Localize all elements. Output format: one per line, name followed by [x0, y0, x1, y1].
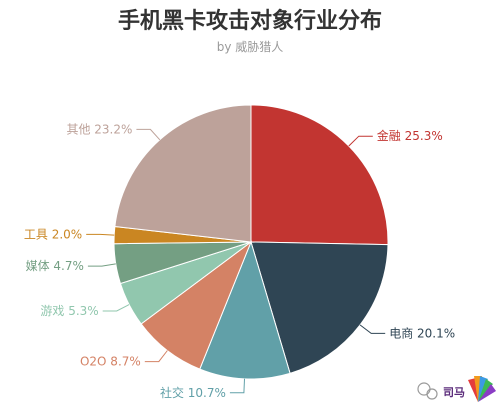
slice-label-社交: 社交 10.7%: [160, 385, 226, 400]
leader-line-游戏: [102, 304, 130, 312]
leader-line-社交: [229, 378, 245, 394]
leader-line-其他: [136, 128, 161, 141]
pie-slice-其他[interactable]: [114, 104, 252, 243]
watermark: 司马: [417, 376, 496, 402]
leader-line-金融: [348, 135, 373, 147]
chart-title: 手机黑卡攻击对象行业分布: [118, 8, 382, 34]
slice-label-工具: 工具 2.0%: [24, 227, 82, 241]
slice-label-电商: 电商 20.1%: [389, 325, 455, 340]
slice-label-媒体: 媒体 4.7%: [26, 259, 84, 273]
pie-slice-金融[interactable]: [250, 104, 389, 246]
watermark-text: 司马: [443, 386, 465, 399]
peacock-logo-icon: [468, 376, 496, 402]
pie-labels: 金融 25.3% 电商 20.1% 社交 10.7% O2O 8.7% 游戏 5.3% 媒…: [24, 122, 455, 399]
leader-line-o2o: [144, 350, 168, 363]
leader-line-媒体: [87, 263, 116, 267]
leader-line-电商: [359, 324, 386, 334]
slice-label-游戏: 游戏 5.3%: [40, 304, 98, 318]
pie-slices: [113, 104, 389, 380]
slice-label-金融: 金融 25.3%: [377, 128, 443, 143]
leader-line-工具: [86, 233, 115, 236]
slice-label-o2o: O2O 8.7%: [80, 355, 141, 369]
chart-subtitle: by 威胁猎人: [217, 39, 284, 54]
wechat-icon: [417, 382, 438, 400]
slice-label-其他: 其他 23.2%: [66, 122, 132, 136]
